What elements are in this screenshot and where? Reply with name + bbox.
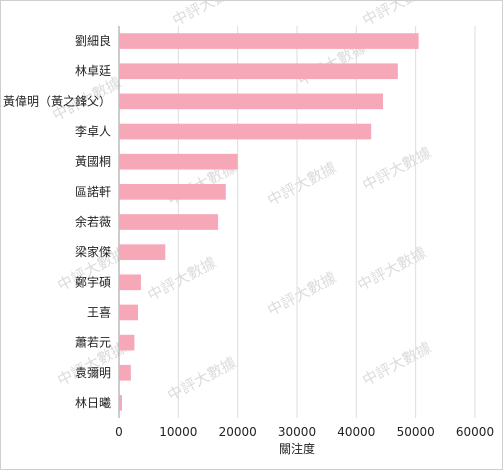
category-label: 林卓廷	[75, 64, 111, 78]
category-label: 蕭若元	[75, 336, 111, 350]
category-label: 鄭宇碩	[75, 274, 111, 289]
bar	[119, 395, 122, 411]
watermark-text: 中評大數據	[359, 1, 434, 30]
bar	[119, 214, 219, 230]
x-tick-label: 40000	[337, 425, 375, 439]
category-label: 黃偉明（黃之鋒父）	[3, 93, 111, 108]
bar	[119, 364, 131, 381]
bar	[119, 334, 135, 351]
category-label: 劉細良	[75, 33, 111, 48]
x-tick-label: 10000	[159, 425, 197, 439]
category-label: 李卓人	[75, 124, 111, 139]
bar	[119, 153, 238, 170]
bar	[119, 93, 384, 110]
bar	[119, 274, 141, 291]
category-label: 余若薇	[75, 214, 111, 229]
bar	[119, 123, 372, 140]
bar	[119, 184, 226, 200]
bar	[119, 33, 419, 49]
x-tick-label: 60000	[456, 425, 494, 439]
bar	[119, 304, 138, 321]
x-tick-label: 0	[115, 425, 123, 439]
x-axis-label: 關注度	[279, 441, 315, 456]
x-tick-label: 20000	[219, 425, 257, 439]
watermark-text: 中評大數據	[359, 143, 434, 194]
category-label: 袁彌明	[75, 366, 111, 380]
bars	[119, 33, 419, 411]
watermark-text: 中評大數據	[264, 158, 339, 209]
category-label: 王喜	[87, 305, 111, 319]
category-label: 區諾軒	[75, 184, 111, 199]
category-label: 林日曦	[75, 396, 111, 410]
watermark-text: 中評大數據	[359, 338, 434, 389]
watermark-text: 中評大數據	[264, 268, 339, 319]
watermark-text: 中評大數據	[164, 353, 239, 404]
x-tick-label: 50000	[397, 425, 435, 439]
watermark-text: 中評大數據	[354, 243, 429, 294]
x-tick-label: 30000	[278, 425, 316, 439]
bar	[119, 244, 166, 260]
watermark-text: 中評大數據	[169, 1, 244, 30]
bar	[119, 63, 398, 80]
category-label: 梁家傑	[75, 244, 111, 259]
x-tick-labels: 0 10000 20000 30000 40000 50000 60000	[115, 425, 494, 439]
watermark-text: 中評大數據	[144, 253, 219, 304]
category-label: 黃國桐	[75, 155, 111, 169]
grid-lines	[118, 26, 476, 418]
